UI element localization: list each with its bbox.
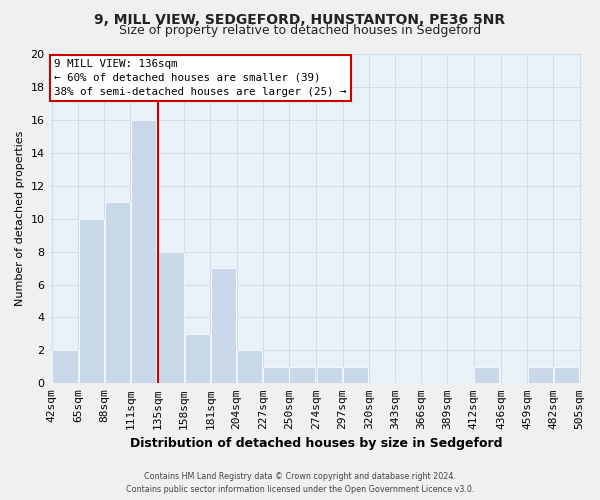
Bar	[343, 367, 368, 384]
Y-axis label: Number of detached properties: Number of detached properties	[15, 131, 25, 306]
Bar	[289, 367, 315, 384]
Bar	[131, 120, 156, 384]
Bar	[554, 367, 579, 384]
Text: Contains HM Land Registry data © Crown copyright and database right 2024.
Contai: Contains HM Land Registry data © Crown c…	[126, 472, 474, 494]
Bar	[185, 334, 210, 384]
Bar	[52, 350, 77, 384]
Bar	[317, 367, 342, 384]
Bar	[79, 218, 104, 384]
Bar	[158, 252, 184, 384]
Bar	[237, 350, 262, 384]
Bar	[528, 367, 553, 384]
Text: 9, MILL VIEW, SEDGEFORD, HUNSTANTON, PE36 5NR: 9, MILL VIEW, SEDGEFORD, HUNSTANTON, PE3…	[94, 12, 506, 26]
Bar	[105, 202, 130, 384]
Bar	[474, 367, 499, 384]
Text: Size of property relative to detached houses in Sedgeford: Size of property relative to detached ho…	[119, 24, 481, 37]
X-axis label: Distribution of detached houses by size in Sedgeford: Distribution of detached houses by size …	[130, 437, 502, 450]
Bar	[211, 268, 236, 384]
Bar	[263, 367, 289, 384]
Text: 9 MILL VIEW: 136sqm
← 60% of detached houses are smaller (39)
38% of semi-detach: 9 MILL VIEW: 136sqm ← 60% of detached ho…	[54, 59, 347, 97]
